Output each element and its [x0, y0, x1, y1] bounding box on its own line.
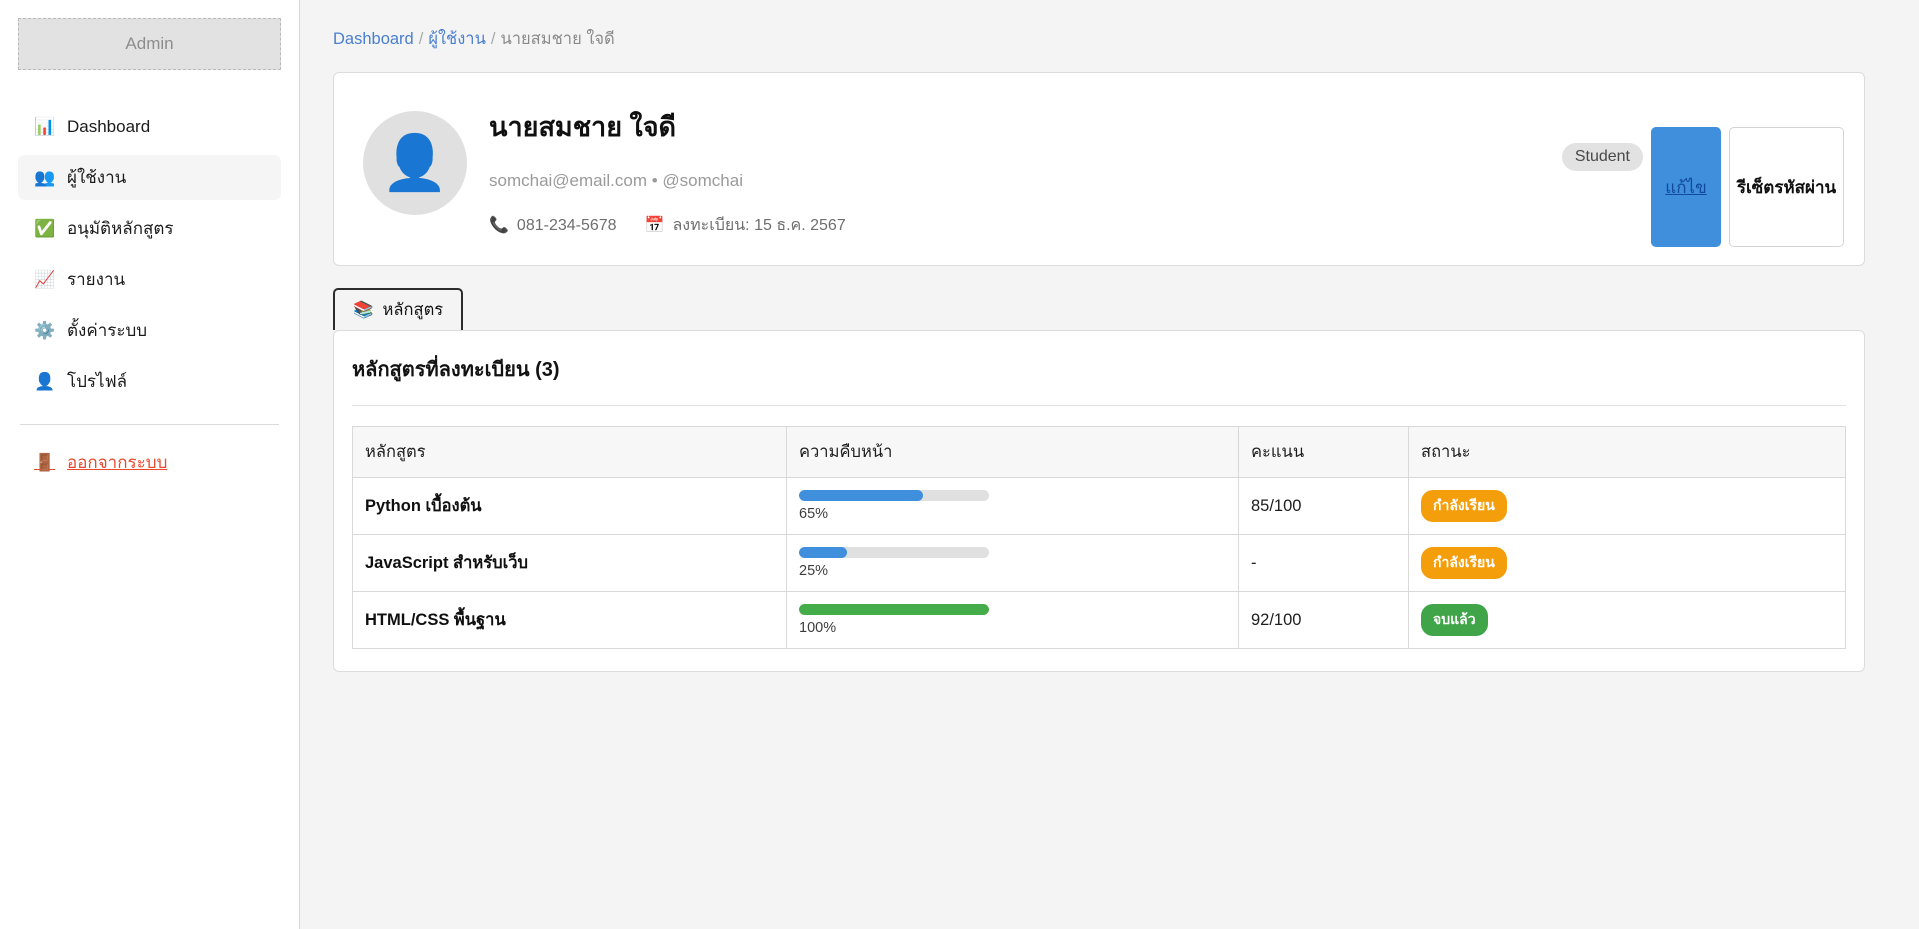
- cell-score: 92/100: [1238, 591, 1409, 649]
- breadcrumb-separator: /: [418, 30, 424, 48]
- courses-panel-title: หลักสูตรที่ลงทะเบียน (3): [352, 353, 1846, 406]
- bar-chart-icon: 📊: [34, 117, 56, 136]
- sidebar-item-dashboard[interactable]: 📊 Dashboard: [18, 104, 281, 149]
- tab-bar: 📚 หลักสูตร: [333, 288, 1865, 330]
- cell-progress: 65%: [786, 477, 1239, 535]
- progress-bar-fill: [799, 490, 923, 501]
- users-icon: 👥: [34, 168, 56, 187]
- cell-progress: 25%: [786, 534, 1239, 592]
- sidebar-item-label: อนุมัติหลักสูตร: [67, 219, 174, 238]
- profile-info: นายสมชาย ใจดี somchai@email.com • @somch…: [489, 91, 1562, 238]
- logout-label: ออกจากระบบ: [67, 453, 168, 472]
- profile-registered-value: ลงทะเบียน: 15 ธ.ค. 2567: [672, 217, 846, 234]
- cell-status: จบแล้ว: [1408, 591, 1846, 649]
- progress-bar-fill: [799, 604, 989, 615]
- logout-link[interactable]: 🚪 ออกจากระบบ: [18, 449, 281, 476]
- sidebar-item-profile[interactable]: 👤 โปรไฟล์: [18, 359, 281, 404]
- profile-registered: 📅 ลงทะเบียน: 15 ธ.ค. 2567: [645, 213, 846, 238]
- sidebar-item-settings[interactable]: ⚙️ ตั้งค่าระบบ: [18, 308, 281, 353]
- sidebar-divider: [20, 424, 279, 425]
- cell-score: 85/100: [1238, 477, 1409, 535]
- courses-table-head: หลักสูตร ความคืบหน้า คะแนน สถานะ: [352, 426, 1846, 478]
- status-badge: Student: [1561, 143, 1643, 171]
- sidebar-item-label: ตั้งค่าระบบ: [67, 321, 148, 340]
- gear-icon: ⚙️: [34, 321, 56, 340]
- courses-panel: หลักสูตรที่ลงทะเบียน (3) หลักสูตร ความคื…: [333, 330, 1865, 672]
- person-icon: 👤: [34, 372, 56, 391]
- cell-status: กำลังเรียน: [1408, 534, 1846, 592]
- cell-course: JavaScript สำหรับเว็บ: [352, 534, 787, 592]
- sidebar-logo-label: Admin: [125, 34, 174, 53]
- breadcrumb: Dashboard / ผู้ใช้งาน / นายสมชาย ใจดี: [333, 26, 1865, 52]
- person-icon: 👤: [381, 133, 449, 193]
- cell-course: Python เบื้องต้น: [352, 477, 787, 535]
- sidebar-nav: 📊 Dashboard 👥 ผู้ใช้งาน ✅ อนุมัติหลักสูต…: [18, 104, 281, 410]
- main-content: Dashboard / ผู้ใช้งาน / นายสมชาย ใจดี 👤 นายส…: [300, 0, 1919, 929]
- progress-bar-track: [799, 547, 989, 558]
- page-title: นายสมชาย ใจดี: [489, 112, 677, 142]
- check-mark-icon: ✅: [34, 219, 56, 238]
- progress-label: 100%: [799, 620, 837, 636]
- profile-phone: 📞 081-234-5678: [489, 217, 617, 235]
- profile-actions: Student แก้ไข รีเซ็ตรหัสผ่าน: [1561, 91, 1844, 247]
- sidebar-item-label: Dashboard: [67, 116, 151, 136]
- courses-table-body: Python เบื้องต้น 65% 85/100 กำลังเรียน: [352, 477, 1846, 649]
- profile-contact-line: somchai@email.com • @somchai: [489, 171, 743, 190]
- breadcrumb-current: นายสมชาย ใจดี: [500, 30, 615, 48]
- column-header-progress: ความคืบหน้า: [786, 426, 1239, 478]
- sidebar-logo-placeholder: Admin: [18, 18, 281, 70]
- tab-courses[interactable]: 📚 หลักสูตร: [333, 288, 464, 330]
- sidebar-item-label: รายงาน: [67, 270, 126, 289]
- books-icon: 📚: [353, 300, 374, 319]
- column-header-score: คะแนน: [1238, 426, 1409, 478]
- course-name: JavaScript สำหรับเว็บ: [365, 554, 528, 572]
- sidebar-item-users[interactable]: 👥 ผู้ใช้งาน: [18, 155, 281, 200]
- course-name: HTML/CSS พื้นฐาน: [365, 611, 506, 629]
- progress-bar-track: [799, 604, 989, 615]
- reset-password-button[interactable]: รีเซ็ตรหัสผ่าน: [1729, 127, 1844, 247]
- chart-increasing-icon: 📈: [34, 270, 56, 289]
- cell-course: HTML/CSS พื้นฐาน: [352, 591, 787, 649]
- breadcrumb-link-dashboard[interactable]: Dashboard: [333, 30, 414, 48]
- cell-progress: 100%: [786, 591, 1239, 649]
- status-badge: จบแล้ว: [1421, 604, 1488, 636]
- table-row: HTML/CSS พื้นฐาน 100% 92/100 จบแล้ว: [352, 591, 1846, 649]
- edit-button[interactable]: แก้ไข: [1651, 127, 1721, 247]
- calendar-icon: 📅: [644, 216, 665, 234]
- profile-phone-value: 081-234-5678: [516, 216, 617, 234]
- table-header-row: หลักสูตร ความคืบหน้า คะแนน สถานะ: [352, 426, 1846, 478]
- status-badge: กำลังเรียน: [1421, 490, 1507, 522]
- sidebar-item-label: โปรไฟล์: [67, 372, 128, 391]
- breadcrumb-link-users[interactable]: ผู้ใช้งาน: [428, 30, 486, 48]
- cell-score: -: [1238, 534, 1409, 592]
- profile-meta: 📞 081-234-5678 📅 ลงทะเบียน: 15 ธ.ค. 2567: [489, 213, 1562, 238]
- column-header-course: หลักสูตร: [352, 426, 787, 478]
- table-row: Python เบื้องต้น 65% 85/100 กำลังเรียน: [352, 477, 1846, 535]
- progress-label: 25%: [799, 563, 829, 579]
- cell-status: กำลังเรียน: [1408, 477, 1846, 535]
- course-name: Python เบื้องต้น: [365, 497, 482, 515]
- profile-card: 👤 นายสมชาย ใจดี somchai@email.com • @som…: [333, 72, 1865, 266]
- tab-label: หลักสูตร: [382, 301, 444, 319]
- column-header-status: สถานะ: [1408, 426, 1846, 478]
- sidebar-item-approve-courses[interactable]: ✅ อนุมัติหลักสูตร: [18, 206, 281, 251]
- courses-table: หลักสูตร ความคืบหน้า คะแนน สถานะ Python …: [352, 426, 1846, 649]
- status-badge: กำลังเรียน: [1421, 547, 1507, 579]
- progress-bar-fill: [799, 547, 847, 558]
- avatar: 👤: [363, 111, 467, 215]
- door-icon: 🚪: [34, 453, 56, 472]
- sidebar: Admin 📊 Dashboard 👥 ผู้ใช้งาน ✅ อนุมัติห…: [0, 0, 300, 929]
- sidebar-item-reports[interactable]: 📈 รายงาน: [18, 257, 281, 302]
- breadcrumb-separator: /: [490, 30, 496, 48]
- table-row: JavaScript สำหรับเว็บ 25% - กำลังเรียน: [352, 534, 1846, 592]
- sidebar-item-label: ผู้ใช้งาน: [67, 168, 127, 187]
- telephone-icon: 📞: [489, 216, 509, 234]
- progress-label: 65%: [799, 506, 829, 522]
- progress-bar-track: [799, 490, 989, 501]
